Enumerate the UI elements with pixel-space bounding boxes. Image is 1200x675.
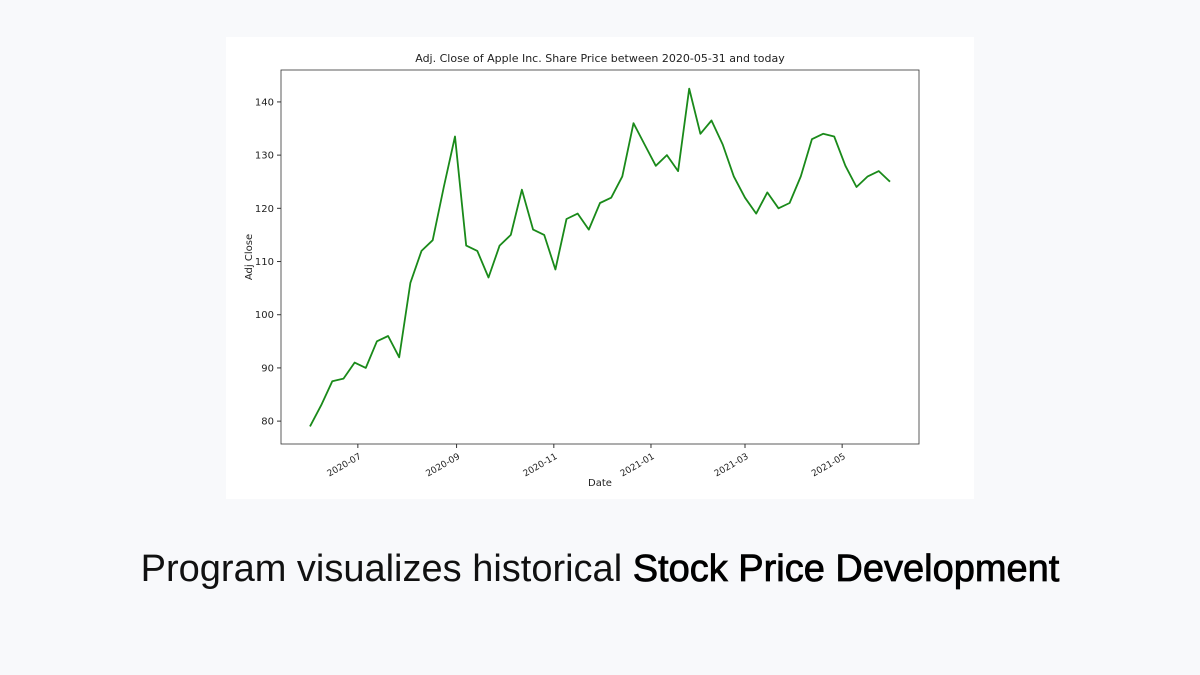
data-line: [309, 87, 891, 427]
y-tick-label: 80: [261, 417, 274, 428]
chart-title: Adj. Close of Apple Inc. Share Price bet…: [415, 52, 785, 65]
caption: Program visualizes historical Stock Pric…: [0, 548, 1200, 591]
y-axis-label: Adj Close: [244, 234, 255, 280]
plot-frame: [280, 69, 920, 445]
caption-text: Program visualizes historical: [140, 548, 623, 590]
y-tick-label: 120: [255, 204, 274, 215]
y-tick-label: 130: [255, 151, 274, 162]
x-tick-label: 2021-05: [810, 452, 848, 479]
x-tick-label: 2020-07: [326, 452, 364, 479]
y-tick-label: 100: [255, 310, 274, 321]
caption-emphasis: Stock Price Development: [632, 548, 1060, 591]
x-tick-label: 2021-03: [713, 452, 751, 479]
y-tick-label: 90: [261, 363, 274, 374]
x-tick-label: 2020-09: [424, 452, 462, 480]
x-tick-label: 2020-11: [522, 452, 560, 479]
chart-panel: [226, 37, 974, 499]
chart: Adj. Close of Apple Inc. Share Price bet…: [244, 52, 920, 489]
x-tick-label: 2021-01: [619, 452, 657, 479]
x-axis-label: Date: [588, 478, 612, 489]
y-tick-label: 140: [255, 97, 274, 108]
y-tick-label: 110: [255, 257, 274, 268]
